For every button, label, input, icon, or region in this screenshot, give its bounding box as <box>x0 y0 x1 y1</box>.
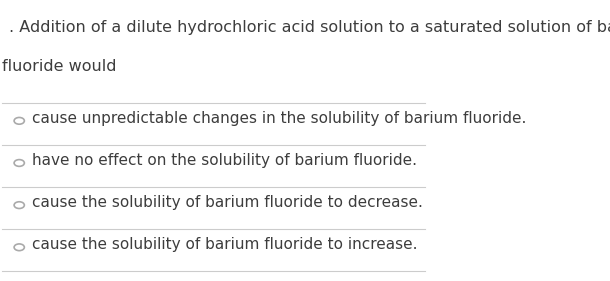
Text: have no effect on the solubility of barium fluoride.: have no effect on the solubility of bari… <box>32 153 417 168</box>
Text: cause unpredictable changes in the solubility of barium fluoride.: cause unpredictable changes in the solub… <box>32 110 526 126</box>
Text: . Addition of a dilute hydrochloric acid solution to a saturated solution of bar: . Addition of a dilute hydrochloric acid… <box>9 20 610 35</box>
Text: cause the solubility of barium fluoride to decrease.: cause the solubility of barium fluoride … <box>32 195 423 210</box>
Text: cause the solubility of barium fluoride to increase.: cause the solubility of barium fluoride … <box>32 237 418 252</box>
Text: fluoride would: fluoride would <box>2 59 117 74</box>
